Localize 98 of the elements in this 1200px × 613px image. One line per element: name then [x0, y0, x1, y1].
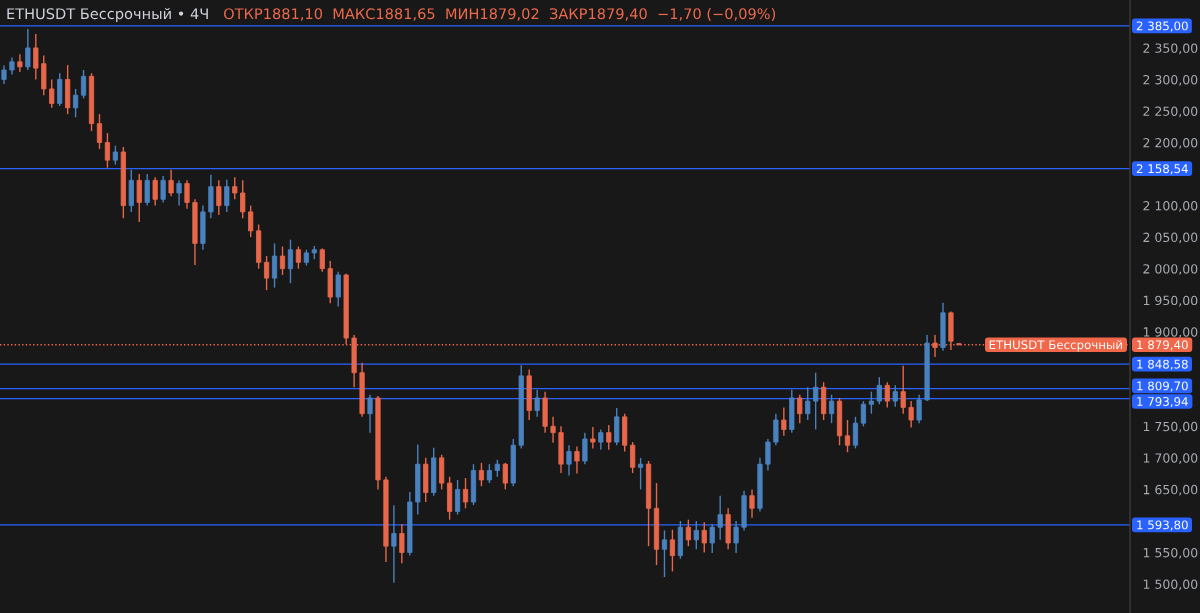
y-tick-label: 2 350,00	[1143, 43, 1198, 55]
candlestick	[184, 179, 190, 210]
candlestick	[160, 175, 166, 204]
candlestick	[232, 176, 238, 200]
candlestick	[478, 462, 485, 487]
annotation: ETHUSDT Бессрочный	[989, 340, 1122, 352]
candlestick	[1, 64, 7, 85]
y-tick-label: 2 100,00	[1143, 201, 1198, 212]
candlestick	[112, 144, 118, 166]
candlestick	[80, 69, 87, 100]
candlestick	[860, 400, 867, 428]
ref-line-label: 1 809,70	[1137, 381, 1188, 392]
y-tick-label: 1 650,00	[1143, 484, 1198, 496]
candlestick	[765, 438, 771, 472]
candlestick	[502, 462, 508, 491]
candlestick	[136, 173, 142, 223]
candlestick	[49, 78, 55, 109]
ref-line-label: 2 158,54	[1136, 164, 1188, 175]
candlestick	[224, 179, 230, 213]
candlestick	[534, 389, 540, 418]
candlestick	[399, 523, 405, 564]
candlestick	[598, 428, 604, 451]
candlestick	[661, 529, 668, 578]
candlestick	[391, 504, 397, 584]
candlestick	[279, 245, 286, 276]
candlestick	[486, 463, 493, 484]
candlestick	[876, 376, 882, 405]
ref-line-label: 1 593,80	[1137, 520, 1188, 531]
candlestick	[852, 416, 859, 450]
candlestick	[574, 445, 580, 475]
candlestick	[828, 394, 835, 424]
y-tick-label: 2 050,00	[1143, 232, 1198, 244]
candlestick	[144, 173, 150, 207]
candlestick	[462, 477, 469, 510]
candlestick	[709, 523, 715, 554]
candlestick	[240, 179, 246, 219]
candlestick	[844, 419, 851, 453]
candlestick	[57, 72, 63, 107]
candlestick	[685, 518, 691, 547]
candlestick	[72, 88, 79, 118]
candlestick	[637, 457, 644, 491]
y-tick-label: 2 300,00	[1143, 74, 1198, 86]
y-tick-label: 2 200,00	[1143, 138, 1198, 149]
y-tick-label: 1 550,00	[1143, 547, 1198, 559]
candlestick	[96, 113, 103, 150]
candlestick	[582, 431, 588, 465]
candlestick	[335, 271, 341, 308]
candlestick	[717, 495, 723, 541]
candlestick	[701, 521, 707, 554]
y-tick-label: 1 750,00	[1143, 421, 1198, 433]
candlestick	[271, 242, 278, 289]
candlestick	[805, 386, 811, 421]
y-tick-label: 2 000,00	[1143, 264, 1198, 275]
candlestick	[749, 488, 755, 519]
candlestick	[630, 441, 636, 474]
candlestick	[781, 406, 787, 437]
candlestick	[319, 247, 325, 273]
chart-subtitle: ОТКР1881,10 МАКС1881,65 МИН1879,02 ЗАКР1879,40 −1,70 (−0,09%)	[223, 7, 776, 21]
candlestick	[176, 179, 182, 207]
candlestick	[606, 424, 612, 451]
candlestick	[550, 416, 556, 444]
candlestick	[590, 426, 596, 450]
y-tick-label: 1 700,00	[1143, 453, 1198, 465]
candlestick	[773, 413, 779, 446]
candlestick	[216, 179, 222, 216]
candlestick	[263, 255, 270, 291]
y-tick-label: 2 250,00	[1143, 106, 1198, 118]
candlestick	[152, 176, 158, 207]
candlestick	[295, 245, 302, 270]
candlestick	[566, 444, 572, 477]
candlestick	[693, 520, 699, 550]
candlestick	[797, 394, 803, 424]
candlestick	[367, 394, 373, 434]
candlestick	[868, 390, 874, 415]
candlestick	[733, 520, 739, 554]
y-tick-label: 1 500,00	[1143, 579, 1198, 591]
candlestick	[248, 204, 254, 238]
candlestick	[287, 238, 294, 284]
candlestick	[900, 365, 906, 415]
ref-line-label: 1 879,40	[1137, 340, 1188, 351]
ref-line-label: 2 385,00	[1136, 21, 1188, 32]
candlestick	[892, 384, 898, 408]
candlestick	[168, 168, 174, 197]
y-tick-label: 1 900,00	[1143, 327, 1198, 338]
candlestick	[33, 33, 39, 81]
candlestick	[454, 479, 461, 516]
candlestick	[25, 28, 31, 71]
candlestick	[884, 381, 890, 409]
ref-line-label: 1 793,94	[1137, 396, 1188, 408]
candlestick	[916, 394, 922, 424]
candlestick	[104, 132, 111, 169]
candlestick	[813, 372, 819, 431]
candlestick	[908, 400, 914, 429]
candlestick	[669, 529, 676, 573]
text: ETHUSDT Бессрочный • 4Ч	[7, 8, 208, 23]
y-tick-label: 1 950,00	[1143, 295, 1198, 307]
candlestick	[17, 53, 23, 73]
ref-line-label: 1 848,58	[1137, 359, 1188, 370]
